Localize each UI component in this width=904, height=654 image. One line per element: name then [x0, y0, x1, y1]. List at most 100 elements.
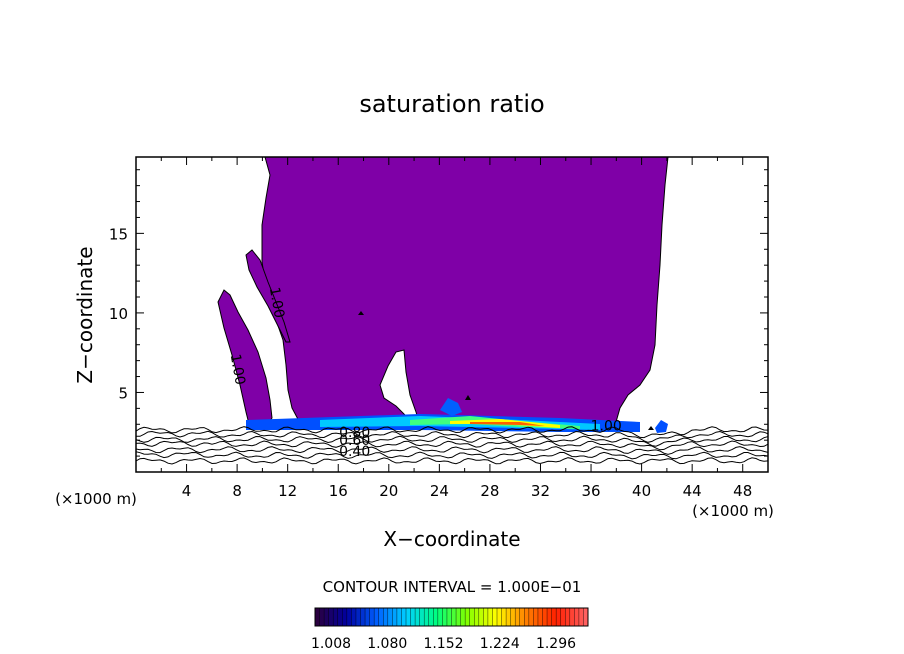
x-unit-label-right: (×1000 m)	[692, 502, 774, 520]
x-tick-label: 16	[329, 482, 348, 500]
colorbar-segment	[551, 608, 557, 626]
colorbar-segment	[533, 608, 539, 626]
band-blob	[440, 398, 462, 416]
contour-line	[136, 457, 768, 465]
colorbar-segment	[387, 608, 393, 626]
colorbar-segment	[574, 608, 580, 626]
colorbar-segment	[333, 608, 339, 626]
band-blob	[655, 420, 668, 433]
colorbar-tick-label: 1.008	[311, 636, 351, 652]
colorbar-segment	[374, 608, 380, 626]
contour-labels: 1.00 1.00 1.00 0.800.600.40	[227, 286, 622, 460]
contour-line	[136, 440, 768, 451]
colorbar-segment	[492, 608, 498, 626]
colorbar-segment	[474, 608, 480, 626]
colorbar-segment	[560, 608, 566, 626]
small-feature	[358, 311, 364, 315]
colorbar-segment	[460, 608, 466, 626]
colorbar-segment	[319, 608, 325, 626]
colorbar-segment	[351, 608, 357, 626]
colorbar-tick-label: 1.152	[423, 636, 463, 652]
colorbar-segment	[478, 608, 484, 626]
contour-label: 0.80	[339, 425, 370, 441]
colorbar-segment	[415, 608, 421, 626]
y-axis-label: Z−coordinate	[73, 246, 97, 383]
colorbar-segment	[328, 608, 334, 626]
colorbar	[314, 607, 589, 627]
colorbar-segment	[569, 608, 575, 626]
colorbar-segment	[433, 608, 439, 626]
colorbar-segment	[451, 608, 457, 626]
colorbar-segment	[406, 608, 412, 626]
contour-label: 1.00	[266, 286, 287, 319]
y-tick-label: 5	[118, 384, 128, 402]
x-tick-label: 28	[480, 482, 499, 500]
colorbar-segment	[428, 608, 434, 626]
colorbar-segment	[346, 608, 352, 626]
colorbar-segment	[396, 608, 402, 626]
plot-frame	[135, 156, 769, 473]
colorbar-segment	[465, 608, 471, 626]
colorbar-tick-label: 1.296	[536, 636, 576, 652]
chart-title: saturation ratio	[359, 90, 544, 118]
plot-field	[136, 157, 768, 465]
x-axis-label: X−coordinate	[383, 527, 520, 551]
y-axis-ticks: 5 10 15	[109, 169, 768, 457]
colorbar-segment	[419, 608, 425, 626]
colorbar-segment	[369, 608, 375, 626]
colorbar-segment	[401, 608, 407, 626]
x-tick-label: 32	[531, 482, 550, 500]
colorbar-tick-label: 1.080	[367, 636, 407, 652]
colorbar-segment	[483, 608, 489, 626]
colorbar-segment	[487, 608, 493, 626]
contour-line	[136, 451, 768, 460]
boundary-layer-contours	[136, 426, 768, 465]
y-tick-label: 10	[109, 305, 128, 323]
x-tick-label: 4	[182, 482, 192, 500]
colorbar-segment	[365, 608, 371, 626]
colorbar-segment	[410, 608, 416, 626]
contour-label: 1.00	[227, 353, 248, 386]
supersaturated-region	[248, 157, 669, 431]
colorbar-segment	[469, 608, 475, 626]
colorbar-segment	[515, 608, 521, 626]
contour-line	[136, 435, 768, 447]
x-tick-label: 12	[278, 482, 297, 500]
colorbar-segment	[392, 608, 398, 626]
colorbar-segment	[437, 608, 443, 626]
colorbar-tick-label: 1.224	[480, 636, 520, 652]
colorbar-segment	[556, 608, 562, 626]
colorbar-segment	[446, 608, 452, 626]
x-tick-label: 48	[733, 482, 752, 500]
colorbar-segment	[501, 608, 507, 626]
supersaturated-tongue-left	[217, 289, 273, 429]
colorbar-segment	[442, 608, 448, 626]
contour-label: 0.40	[339, 444, 370, 460]
colorbar-segment	[424, 608, 430, 626]
colorbar-segment	[497, 608, 503, 626]
contour-line	[136, 426, 768, 439]
x-tick-label: 8	[232, 482, 242, 500]
x-axis-ticks: 4 8 12 16 20 24 28 32 36 40 44 48	[160, 157, 752, 500]
colorbar-segment	[510, 608, 516, 626]
x-tick-label: 24	[430, 482, 449, 500]
colorbar-segment	[528, 608, 534, 626]
colorbar-segment	[360, 608, 366, 626]
colorbar-segment	[378, 608, 384, 626]
x-tick-label: 36	[581, 482, 600, 500]
colorbar-segment	[519, 608, 525, 626]
contour-line	[136, 430, 768, 443]
small-feature	[648, 426, 654, 430]
colorbar-segment	[324, 608, 330, 626]
band-layer	[470, 422, 545, 426]
x-tick-label: 20	[379, 482, 398, 500]
colorbar-segment	[355, 608, 361, 626]
colorbar-segment	[578, 608, 584, 626]
colorbar-segment	[542, 608, 548, 626]
colorbar-segment	[547, 608, 553, 626]
x-unit-label-left: (×1000 m)	[55, 490, 137, 508]
colorbar-segment	[315, 608, 321, 626]
small-feature	[465, 395, 471, 400]
contour-line	[136, 446, 768, 455]
